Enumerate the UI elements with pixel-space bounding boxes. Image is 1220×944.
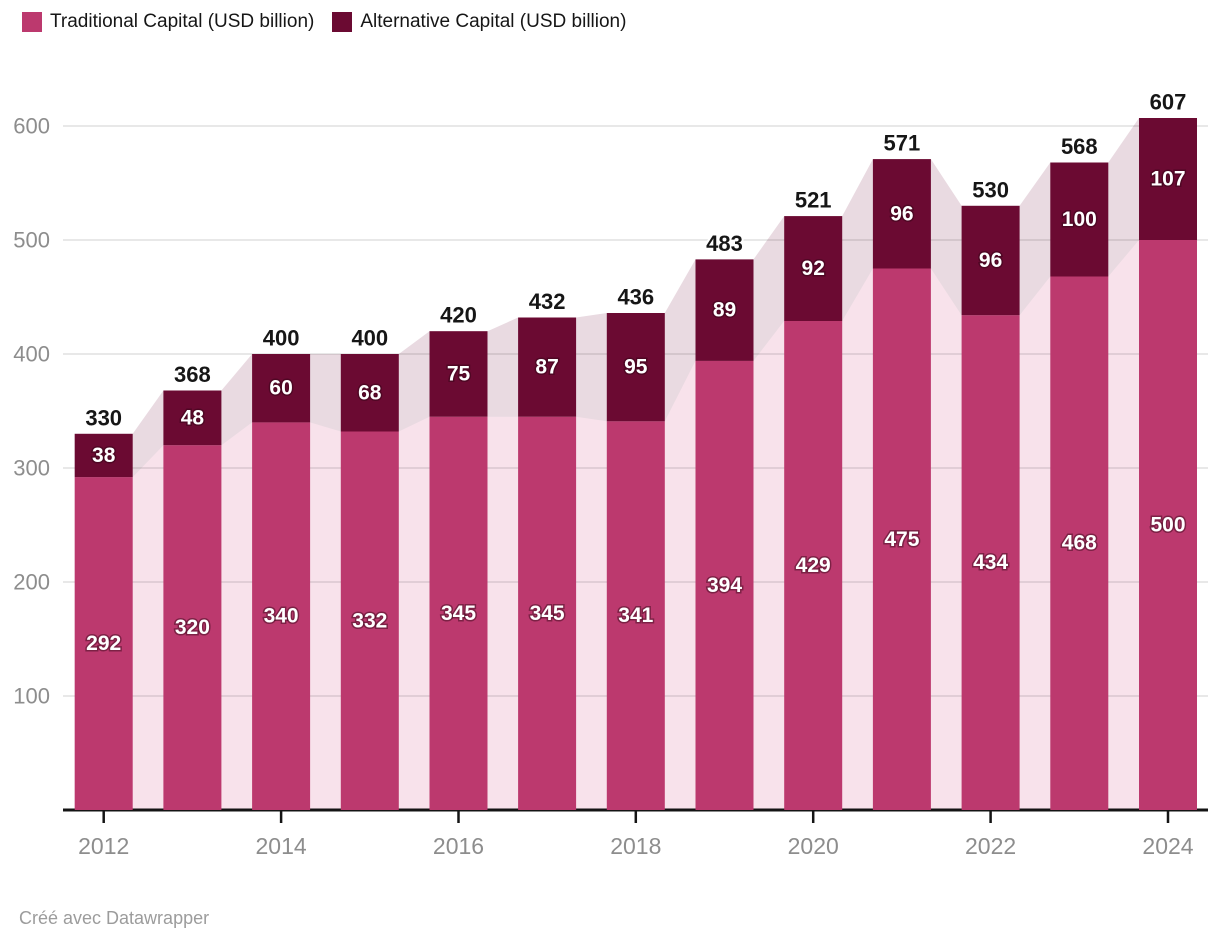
- total-label: 607: [1150, 90, 1187, 115]
- value-label-traditional: 341: [618, 604, 653, 627]
- bar-alternative-segment: [340, 354, 399, 432]
- x-axis-label: 2018: [610, 833, 661, 859]
- x-axis-label: 2022: [965, 833, 1016, 859]
- legend-label-traditional: Traditional Capital (USD billion): [50, 11, 315, 32]
- footer: Créé avec Datawrapper: [19, 908, 209, 929]
- bar-traditional-segment: [695, 360, 754, 810]
- value-label-alternative: 60: [269, 377, 292, 400]
- value-label-traditional: 320: [175, 616, 210, 639]
- y-axis-tick-label: 500: [13, 228, 50, 253]
- bar-traditional-segment: [784, 320, 843, 810]
- y-axis-tick-label: 200: [13, 570, 50, 595]
- value-label-alternative: 89: [713, 299, 736, 322]
- total-label: 568: [1061, 134, 1098, 159]
- value-label-alternative: 75: [447, 363, 471, 386]
- bar-traditional-segment: [252, 422, 311, 810]
- total-label: 420: [440, 303, 477, 328]
- bar-traditional-segment: [429, 416, 488, 810]
- x-axis-label: 2020: [788, 833, 839, 859]
- value-label-alternative: 100: [1062, 208, 1097, 231]
- legend-label-alternative: Alternative Capital (USD billion): [360, 11, 627, 32]
- x-axis-label: 2012: [78, 833, 129, 859]
- x-axis-label: 2016: [433, 833, 484, 859]
- value-label-traditional: 340: [264, 605, 299, 628]
- bar-alternative-segment: [252, 354, 311, 423]
- value-label-alternative: 92: [802, 257, 825, 280]
- bar-alternative-segment: [961, 205, 1020, 316]
- total-label: 571: [884, 131, 921, 156]
- legend-item-alternative: Alternative Capital (USD billion): [332, 12, 626, 32]
- datawrapper-credit-link[interactable]: Créé avec Datawrapper: [19, 908, 210, 928]
- value-label-traditional: 429: [796, 554, 831, 577]
- bar-alternative-segment: [518, 317, 577, 417]
- bar-traditional-segment: [518, 416, 577, 810]
- bar-alternative-segment: [784, 216, 843, 321]
- total-label: 521: [795, 188, 832, 213]
- chart-legend: Traditional Capital (USD billion) Altern…: [22, 12, 626, 32]
- bar-alternative-segment: [606, 313, 665, 422]
- value-label-traditional: 345: [441, 602, 476, 625]
- total-label: 432: [529, 289, 566, 314]
- total-label: 330: [85, 405, 122, 430]
- bar-traditional-segment: [872, 268, 931, 810]
- x-axis-label: 2014: [256, 833, 307, 859]
- value-label-alternative: 107: [1150, 168, 1185, 191]
- bar-traditional-segment: [340, 431, 399, 810]
- bar-traditional-segment: [74, 477, 133, 810]
- legend-swatch: [332, 12, 353, 32]
- y-axis-tick-label: 100: [13, 684, 50, 709]
- value-label-traditional: 394: [707, 574, 742, 597]
- value-label-alternative: 96: [979, 249, 1002, 272]
- legend-item-traditional: Traditional Capital (USD billion): [22, 12, 314, 32]
- value-label-traditional: 468: [1062, 532, 1097, 555]
- total-label: 368: [174, 362, 211, 387]
- total-label: 483: [706, 231, 743, 256]
- x-axis-label: 2024: [1142, 833, 1193, 859]
- bar-traditional-segment: [606, 421, 665, 810]
- bar-alternative-segment: [872, 159, 931, 269]
- bar-traditional-segment: [1050, 276, 1109, 810]
- value-label-traditional: 434: [973, 551, 1008, 574]
- y-axis-tick-label: 600: [13, 114, 50, 139]
- total-label: 400: [263, 326, 300, 351]
- bar-alternative-segment: [1139, 118, 1197, 240]
- value-label-alternative: 95: [624, 356, 648, 379]
- total-label: 400: [351, 326, 388, 351]
- value-label-traditional: 332: [352, 609, 387, 632]
- bar-alternative-segment: [163, 390, 222, 446]
- y-axis-tick-label: 400: [13, 342, 50, 367]
- value-label-traditional: 345: [530, 602, 565, 625]
- value-label-traditional: 475: [884, 528, 919, 551]
- value-label-alternative: 48: [181, 406, 205, 429]
- value-label-traditional: 292: [86, 632, 121, 655]
- bar-alternative-segment: [695, 259, 754, 361]
- bar-alternative-segment: [74, 433, 133, 478]
- bar-traditional-segment: [961, 315, 1020, 810]
- bar-alternative-segment: [429, 331, 488, 417]
- bar-traditional-segment: [163, 445, 222, 810]
- value-label-alternative: 87: [535, 356, 558, 379]
- total-label: 530: [972, 177, 1009, 202]
- y-axis-tick-label: 300: [13, 456, 50, 481]
- value-label-traditional: 500: [1150, 514, 1185, 537]
- bar-traditional-segment: [1139, 240, 1197, 810]
- value-label-alternative: 38: [92, 444, 116, 467]
- total-label: 436: [617, 285, 654, 310]
- legend-swatch: [22, 12, 42, 32]
- bar-alternative-segment: [1050, 162, 1109, 277]
- value-label-alternative: 96: [890, 202, 913, 225]
- value-label-alternative: 68: [358, 381, 382, 404]
